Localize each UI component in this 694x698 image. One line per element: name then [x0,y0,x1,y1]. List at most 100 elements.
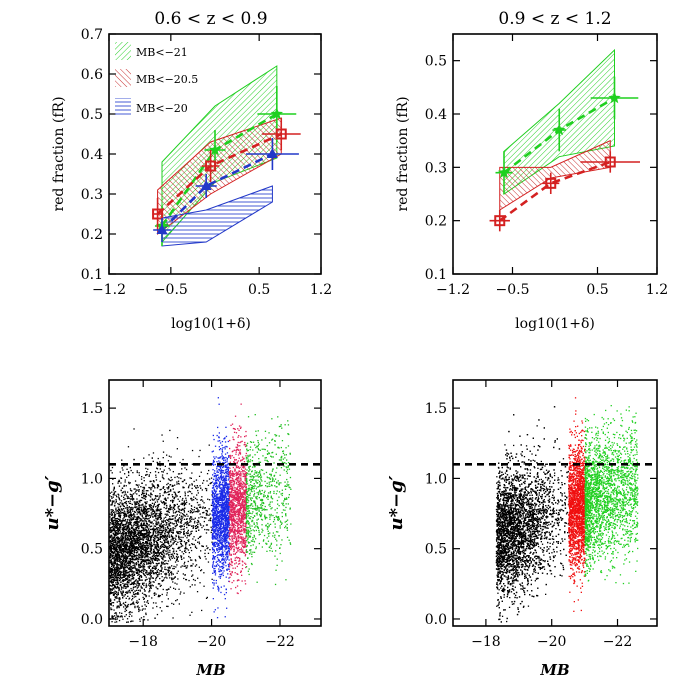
scatter-point [180,519,181,520]
scatter-point [147,556,148,557]
scatter-point [165,550,166,551]
scatter-point [136,590,137,591]
scatter-point [126,622,127,623]
scatter-point [153,461,154,462]
scatter-point [171,556,172,557]
scatter-point [141,500,142,501]
scatter-point [173,574,174,575]
scatter-point [158,527,159,528]
scatter-point [144,545,145,546]
scatter-point [117,518,118,519]
scatter-point [115,508,116,509]
scatter-point [197,487,198,488]
scatter-point [170,587,171,588]
scatter-point [132,565,133,566]
scatter-point [188,511,189,512]
scatter-point [209,445,210,446]
scatter-point [186,500,187,501]
scatter-point [145,608,146,609]
scatter-point [114,585,115,586]
scatter-point [212,565,213,566]
y-tick-label: 0.4 [81,147,103,163]
scatter-point [157,572,158,573]
scatter-point [113,582,114,583]
scatter-point [137,575,138,576]
scatter-point [128,475,129,476]
scatter-point [177,437,178,438]
scatter-point [170,522,171,523]
scatter-point [129,550,130,551]
scatter-point [139,576,140,577]
scatter-point [133,513,134,514]
scatter-point [155,594,156,595]
scatter-point [172,544,173,545]
scatter-point [182,525,183,526]
scatter-point [136,564,137,565]
scatter-point [128,581,129,582]
scatter-point [114,540,115,541]
scatter-point [166,563,167,564]
scatter-point [206,545,207,546]
scatter-point [111,496,112,497]
scatter-point [188,556,189,557]
scatter-point [140,518,141,519]
scatter-point [123,596,124,597]
scatter-point [115,532,116,533]
scatter-point [120,523,121,524]
scatter-point [155,566,156,567]
scatter-point [122,572,123,573]
scatter-point [148,487,149,488]
scatter-point [214,546,215,547]
scatter-point [163,522,164,523]
scatter-point [120,482,121,483]
scatter-point [144,590,145,591]
scatter-point [144,589,145,590]
scatter-point [227,573,228,574]
scatter-point [114,511,115,512]
scatter-point [125,507,126,508]
scatter-point [213,562,214,563]
scatter-point [127,539,128,540]
scatter-point [129,522,130,523]
scatter-point [111,518,112,519]
scatter-point [224,447,225,448]
scatter-point [124,527,125,528]
scatter-point [141,551,142,552]
scatter-point [128,604,129,605]
scatter-point [201,545,202,546]
x-axis-label: log10(1+δ) [515,316,595,332]
scatter-point [191,483,192,484]
scatter-point [134,543,135,544]
scatter-point [169,552,170,553]
scatter-point [115,509,116,510]
scatter-point [191,472,192,473]
scatter-point [126,570,127,571]
scatter-point [176,481,177,482]
scatter-point [153,506,154,507]
scatter-point [140,567,141,568]
scatter-point [160,537,161,538]
scatter-point [122,566,123,567]
scatter-point [165,517,166,518]
scatter-point [133,525,134,526]
scatter-point [113,602,114,603]
scatter-point [111,585,112,586]
scatter-point [212,474,213,475]
scatter-point [227,557,228,558]
scatter-point [154,541,155,542]
scatter-point [123,606,124,607]
scatter-point [168,508,169,509]
scatter-point [180,543,181,544]
scatter-point [130,467,131,468]
scatter-point [229,569,230,570]
scatter-point [168,525,169,526]
scatter-point [197,502,198,503]
scatter-point [150,577,151,578]
scatter-point [136,493,137,494]
scatter-point [150,571,151,572]
scatter-point [166,547,167,548]
scatter-point [146,526,147,527]
scatter-point [141,559,142,560]
scatter-point [188,561,189,562]
